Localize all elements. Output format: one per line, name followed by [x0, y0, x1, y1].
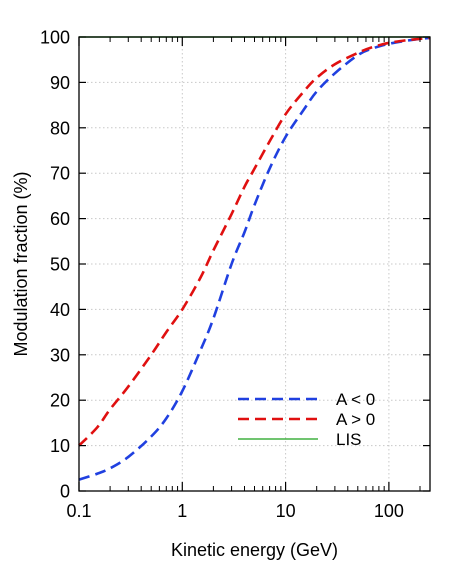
y-tick-label: 0: [60, 482, 70, 502]
series-line-a-gt-0: [78, 36, 431, 447]
y-axis-title: Modulation fraction (%): [11, 171, 31, 356]
x-tick-label: 100: [374, 501, 404, 521]
y-tick-label: 90: [50, 73, 70, 93]
y-tick-label: 80: [50, 118, 70, 138]
x-tick-label: 10: [276, 501, 296, 521]
x-axis-title: Kinetic energy (GeV): [171, 540, 338, 560]
x-tick-label: 0.1: [66, 501, 91, 521]
series-line-a-lt-0: [78, 36, 431, 481]
y-tick-label: 20: [50, 391, 70, 411]
y-tick-label: 50: [50, 255, 70, 275]
legend-label: A > 0: [336, 410, 375, 429]
y-tick-label: 30: [50, 345, 70, 365]
legend-label: A < 0: [336, 390, 375, 409]
y-tick-label: 40: [50, 300, 70, 320]
y-tick-label: 70: [50, 164, 70, 184]
x-tick-label: 1: [177, 501, 187, 521]
tick-labels: 0 10 20 30 40 50 60 70 80 90 100 0.1 1 10 100: [40, 28, 404, 522]
y-tick-label: 100: [40, 28, 70, 48]
grid-lines: [79, 37, 430, 491]
y-tick-label: 10: [50, 436, 70, 456]
series-lines: [78, 36, 431, 481]
axis-ticks: [78, 36, 430, 492]
legend-label: LIS: [336, 430, 362, 449]
y-tick-label: 60: [50, 209, 70, 229]
